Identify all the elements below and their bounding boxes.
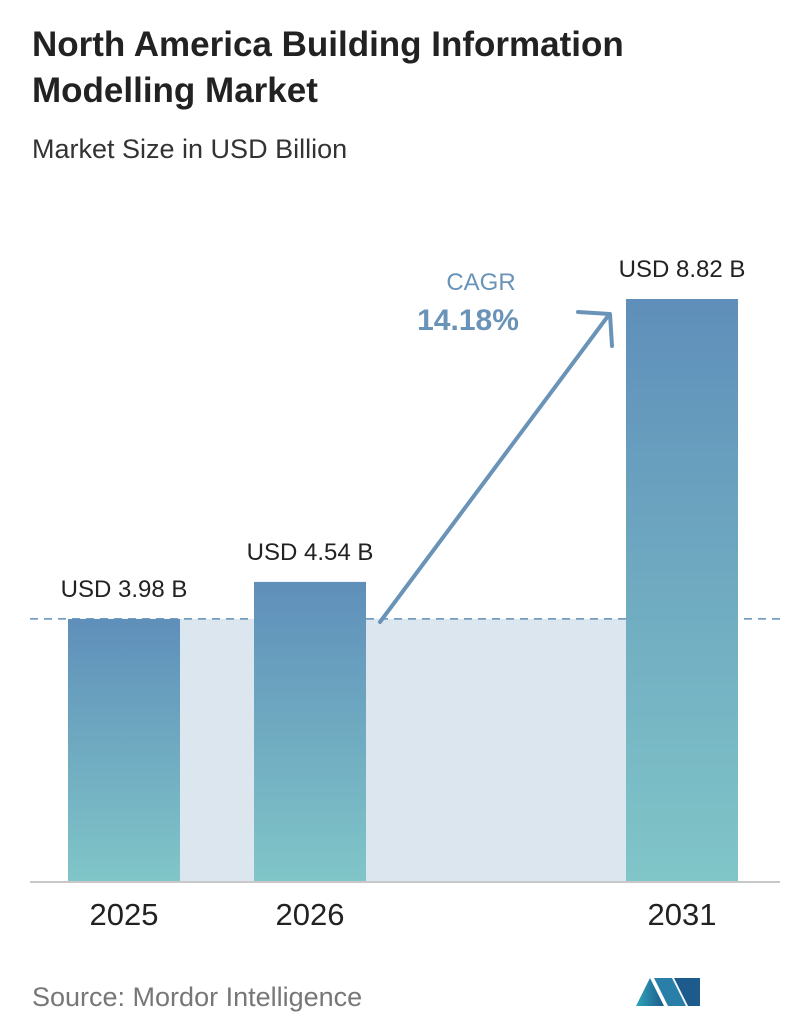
value-label: USD 3.98 B	[61, 576, 188, 603]
x-tick-label: 2031	[648, 897, 717, 932]
cagr-arrowhead	[576, 310, 614, 348]
bar	[626, 299, 738, 882]
logo	[636, 978, 700, 1006]
x-tick-label: 2025	[90, 897, 159, 932]
value-label: USD 4.54 B	[247, 539, 374, 566]
bar	[68, 618, 180, 882]
chart-title: North America Building Information Model…	[32, 25, 624, 110]
plot	[30, 299, 780, 882]
cagr-arrow	[378, 314, 610, 624]
chart-subtitle: Market Size in USD Billion	[32, 134, 348, 164]
x-tick-label: 2026	[276, 897, 345, 932]
cagr-label: CAGR	[446, 269, 515, 296]
bar	[254, 581, 366, 882]
cagr-value: 14.18%	[417, 304, 519, 337]
source: Source: Mordor Intelligence	[32, 982, 362, 1012]
value-label: USD 8.82 B	[619, 256, 746, 283]
